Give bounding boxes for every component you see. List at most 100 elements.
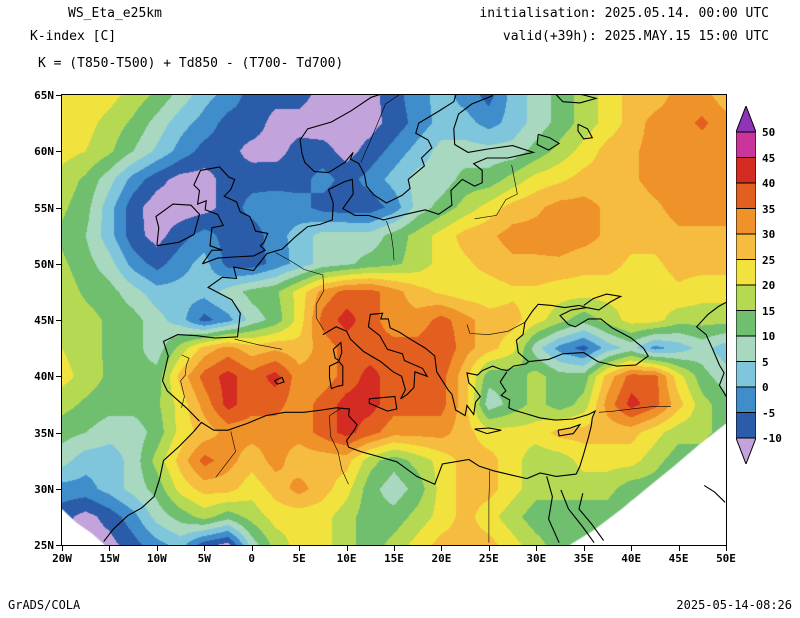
- coastline-path: [299, 95, 457, 204]
- coastline-path: [161, 95, 536, 422]
- coastline-path: [193, 166, 269, 265]
- coastline-path: [451, 361, 530, 417]
- country-border-path: [180, 354, 190, 408]
- colorbar-label: 40: [762, 177, 776, 190]
- country-border-path: [474, 164, 518, 220]
- y-axis-tick: [56, 488, 61, 490]
- field-name: K-index [C]: [30, 29, 117, 44]
- y-axis-tick: [56, 545, 61, 546]
- y-axis-tick-label: 30N: [34, 482, 54, 496]
- colorbar-segment: [735, 335, 757, 362]
- coastline-path: [536, 133, 561, 151]
- model-name: WS_Eta_e25km: [68, 6, 162, 21]
- coastline-path: [332, 341, 343, 362]
- country-border-path: [234, 338, 283, 350]
- country-border-path: [466, 322, 526, 335]
- x-axis-tick: [204, 546, 206, 551]
- colorbar-label: 0: [762, 381, 769, 394]
- colorbar-bottom-cap: [735, 437, 757, 466]
- colorbar-segment: [735, 208, 757, 235]
- x-axis-tick-label: 50E: [716, 552, 736, 565]
- coastline-overlay: [103, 95, 726, 544]
- formula-text: K = (T850-T500) + Td850 - (T700- Td700): [38, 56, 344, 71]
- colorbar-segment: [735, 284, 757, 311]
- x-axis-tick-label: 25E: [478, 552, 499, 565]
- valid-time: valid(+39h): 2025.MAY.15 15:00 UTC: [502, 29, 769, 44]
- country-border-path: [360, 95, 400, 163]
- colorbar-segment: [735, 412, 757, 439]
- colorbar-label: 30: [762, 228, 776, 241]
- coastline-path: [557, 423, 582, 437]
- y-axis-tick: [56, 207, 61, 209]
- colorbar-label: 5: [762, 355, 769, 369]
- x-axis-tick: [536, 546, 538, 551]
- x-axis-tick-label: 35E: [573, 552, 594, 565]
- coastline-path: [555, 95, 599, 104]
- grads-credit: GrADS/COLA: [8, 598, 81, 612]
- colorbar-segment: [735, 259, 757, 286]
- x-axis-tick: [346, 546, 348, 551]
- country-border-path: [329, 407, 349, 485]
- x-axis-tick: [488, 546, 490, 551]
- colorbar-segment: [735, 310, 757, 337]
- y-axis-tick-label: 35N: [34, 426, 54, 440]
- y-axis-tick: [56, 432, 61, 434]
- colorbar-label: 35: [762, 202, 776, 216]
- colorbar-segment: [735, 233, 757, 260]
- y-axis-tick-label: 25N: [34, 539, 54, 552]
- y-axis-tick-label: 55N: [34, 201, 54, 215]
- creation-timestamp: 2025-05-14-08:26: [676, 598, 792, 612]
- colorbar-top-cap: [735, 104, 757, 133]
- colorbar-label: 10: [762, 330, 776, 343]
- x-axis-tick-label: 15E: [384, 552, 404, 565]
- coastline-path: [577, 123, 594, 140]
- colorbar-label: 15: [762, 304, 776, 318]
- colorbar-segment: [735, 361, 757, 388]
- colorbar: [735, 104, 757, 466]
- y-axis-tick-label: 65N: [34, 89, 54, 102]
- x-axis-tick-label: 30E: [526, 552, 547, 565]
- coastline-path: [583, 293, 623, 311]
- y-axis-tick-label: 45N: [34, 314, 54, 327]
- x-axis-tick-label: 10E: [336, 552, 357, 565]
- y-axis-tick: [56, 95, 61, 96]
- x-axis-tick-label: 0: [248, 552, 256, 565]
- coastline-path: [560, 489, 595, 544]
- y-axis-tick: [56, 320, 61, 321]
- colorbar-label: 25: [762, 253, 776, 267]
- country-border-path: [275, 252, 325, 331]
- x-axis-tick: [726, 546, 727, 551]
- colorbar-segment: [735, 131, 757, 158]
- heatmap-canvas: [62, 95, 726, 545]
- x-axis-tick-label: 20E: [431, 552, 452, 565]
- coastline-path: [474, 427, 502, 435]
- y-axis-tick: [56, 376, 61, 378]
- coastline-path: [103, 407, 592, 542]
- coastline-path: [578, 493, 605, 541]
- y-axis-tick-label: 50N: [34, 257, 54, 271]
- x-axis-tick-label: 10W: [146, 552, 167, 565]
- coastline-path: [499, 371, 597, 426]
- x-axis-tick: [583, 546, 585, 551]
- colorbar-segment: [735, 182, 757, 209]
- coastline-path: [274, 376, 285, 385]
- x-axis-tick: [441, 546, 443, 551]
- colorbar-label: 50: [762, 126, 776, 139]
- colorbar-label: 20: [762, 279, 776, 292]
- country-border-path: [488, 470, 491, 543]
- x-axis-tick-label: 45E: [668, 552, 689, 565]
- country-border-path: [386, 220, 395, 261]
- x-axis-tick-label: 40E: [621, 552, 642, 565]
- colorbar-label: -5: [762, 406, 776, 420]
- x-axis-tick: [156, 546, 158, 551]
- coastline-path: [368, 395, 398, 412]
- x-axis-tick-label: 15W: [99, 552, 120, 565]
- x-axis-tick: [109, 546, 111, 551]
- map-frame: [61, 94, 727, 546]
- x-axis-tick-label: 20W: [52, 552, 72, 565]
- coastline-path: [695, 301, 726, 398]
- x-axis-tick: [631, 546, 633, 551]
- coastline-path: [155, 203, 201, 247]
- init-time: initialisation: 2025.05.14. 00:00 UTC: [479, 6, 769, 21]
